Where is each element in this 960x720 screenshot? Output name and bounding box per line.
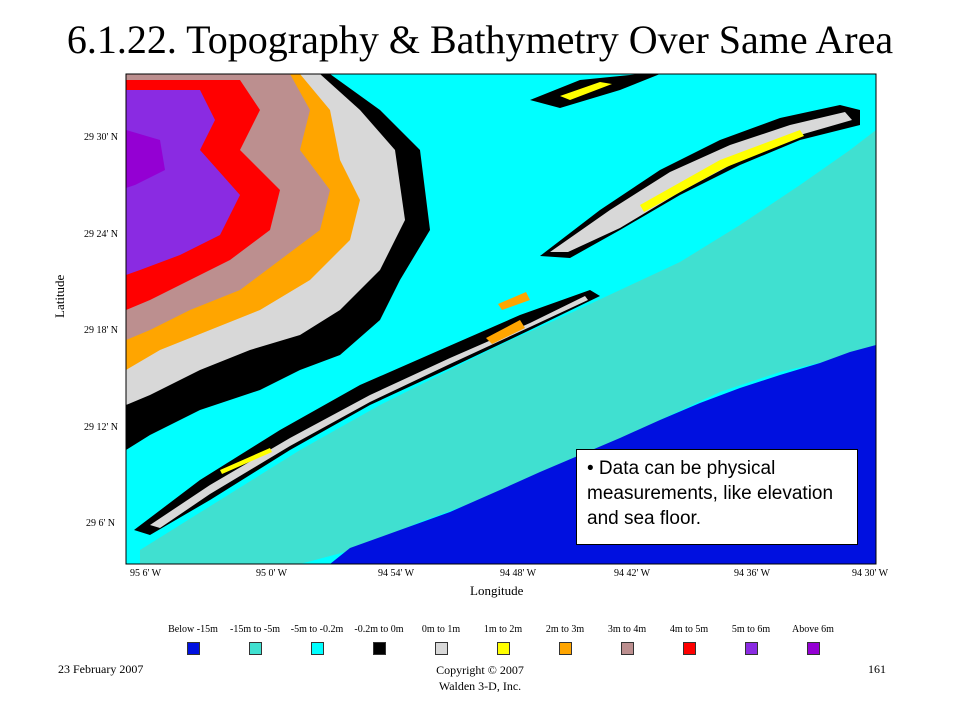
- legend-swatch: [496, 642, 510, 655]
- page-number: 161: [868, 662, 886, 676]
- lat-tick-1: 29 30' N: [84, 132, 119, 143]
- legend-item: -0.2m to 0m: [349, 624, 409, 655]
- copyright-line-1: Copyright © 2007: [436, 663, 524, 677]
- legend-swatch: [558, 642, 572, 655]
- legend-label: 4m to 5m: [669, 624, 709, 635]
- footer-copyright: Copyright © 2007 Walden 3-D, Inc.: [380, 662, 580, 694]
- legend-swatch: [310, 642, 324, 655]
- legend-item: Below -15m: [163, 624, 223, 655]
- legend-item: 1m to 2m: [473, 624, 533, 655]
- legend-label: 0m to 1m: [421, 624, 461, 635]
- legend-swatch: [186, 642, 200, 655]
- x-axis-title: Longitude: [470, 583, 524, 598]
- legend-swatch: [434, 642, 448, 655]
- copyright-line-2: Walden 3-D, Inc.: [438, 679, 522, 693]
- lon-tick-6: 94 36' W: [734, 568, 771, 579]
- lat-tick-3: 29 18' N: [84, 325, 119, 336]
- legend-swatch: [744, 642, 758, 655]
- legend-label: Below -15m: [168, 624, 218, 635]
- lat-tick-4: 29 12' N: [84, 422, 119, 433]
- note-box: • Data can be physical measurements, lik…: [576, 449, 858, 545]
- map-frame: [125, 73, 877, 565]
- legend-label: 2m to 3m: [545, 624, 585, 635]
- y-axis-title: Latitude: [52, 274, 67, 318]
- map-land-6m: [126, 90, 240, 275]
- legend-swatch: [248, 642, 262, 655]
- lon-tick-3: 94 54' W: [378, 568, 415, 579]
- legend-label: -0.2m to 0m: [354, 624, 404, 635]
- lat-tick-2: 29 24' N: [84, 229, 119, 240]
- legend-item: 0m to 1m: [411, 624, 471, 655]
- legend-item: -15m to -5m: [225, 624, 285, 655]
- legend-swatch: [806, 642, 820, 655]
- legend-label: 5m to 6m: [731, 624, 771, 635]
- legend-label: 1m to 2m: [483, 624, 523, 635]
- lon-tick-4: 94 48' W: [500, 568, 537, 579]
- lon-tick-5: 94 42' W: [614, 568, 651, 579]
- legend-swatch: [620, 642, 634, 655]
- legend-item: 2m to 3m: [535, 624, 595, 655]
- legend-item: Above 6m: [783, 624, 843, 655]
- map-mid-depth-water: [140, 130, 876, 564]
- legend-item: 3m to 4m: [597, 624, 657, 655]
- lon-tick-1: 95 6' W: [130, 568, 162, 579]
- slide-title: 6.1.22. Topography & Bathymetry Over Sam…: [66, 17, 894, 62]
- legend-swatch: [682, 642, 696, 655]
- legend-item: -5m to -0.2m: [287, 624, 347, 655]
- legend-label: 3m to 4m: [607, 624, 647, 635]
- lon-tick-7: 94 30' W: [852, 568, 889, 579]
- legend-label: Above 6m: [792, 624, 834, 635]
- lat-tick-5: 29 6' N: [86, 518, 116, 529]
- legend-label: -5m to -0.2m: [290, 624, 344, 635]
- footer-date: 23 February 2007: [58, 662, 144, 676]
- legend-swatch: [372, 642, 386, 655]
- legend-label: -15m to -5m: [230, 624, 280, 635]
- legend-item: 4m to 5m: [659, 624, 719, 655]
- lon-tick-2: 95 0' W: [256, 568, 288, 579]
- legend-item: 5m to 6m: [721, 624, 781, 655]
- map-barrier-island: [134, 290, 600, 535]
